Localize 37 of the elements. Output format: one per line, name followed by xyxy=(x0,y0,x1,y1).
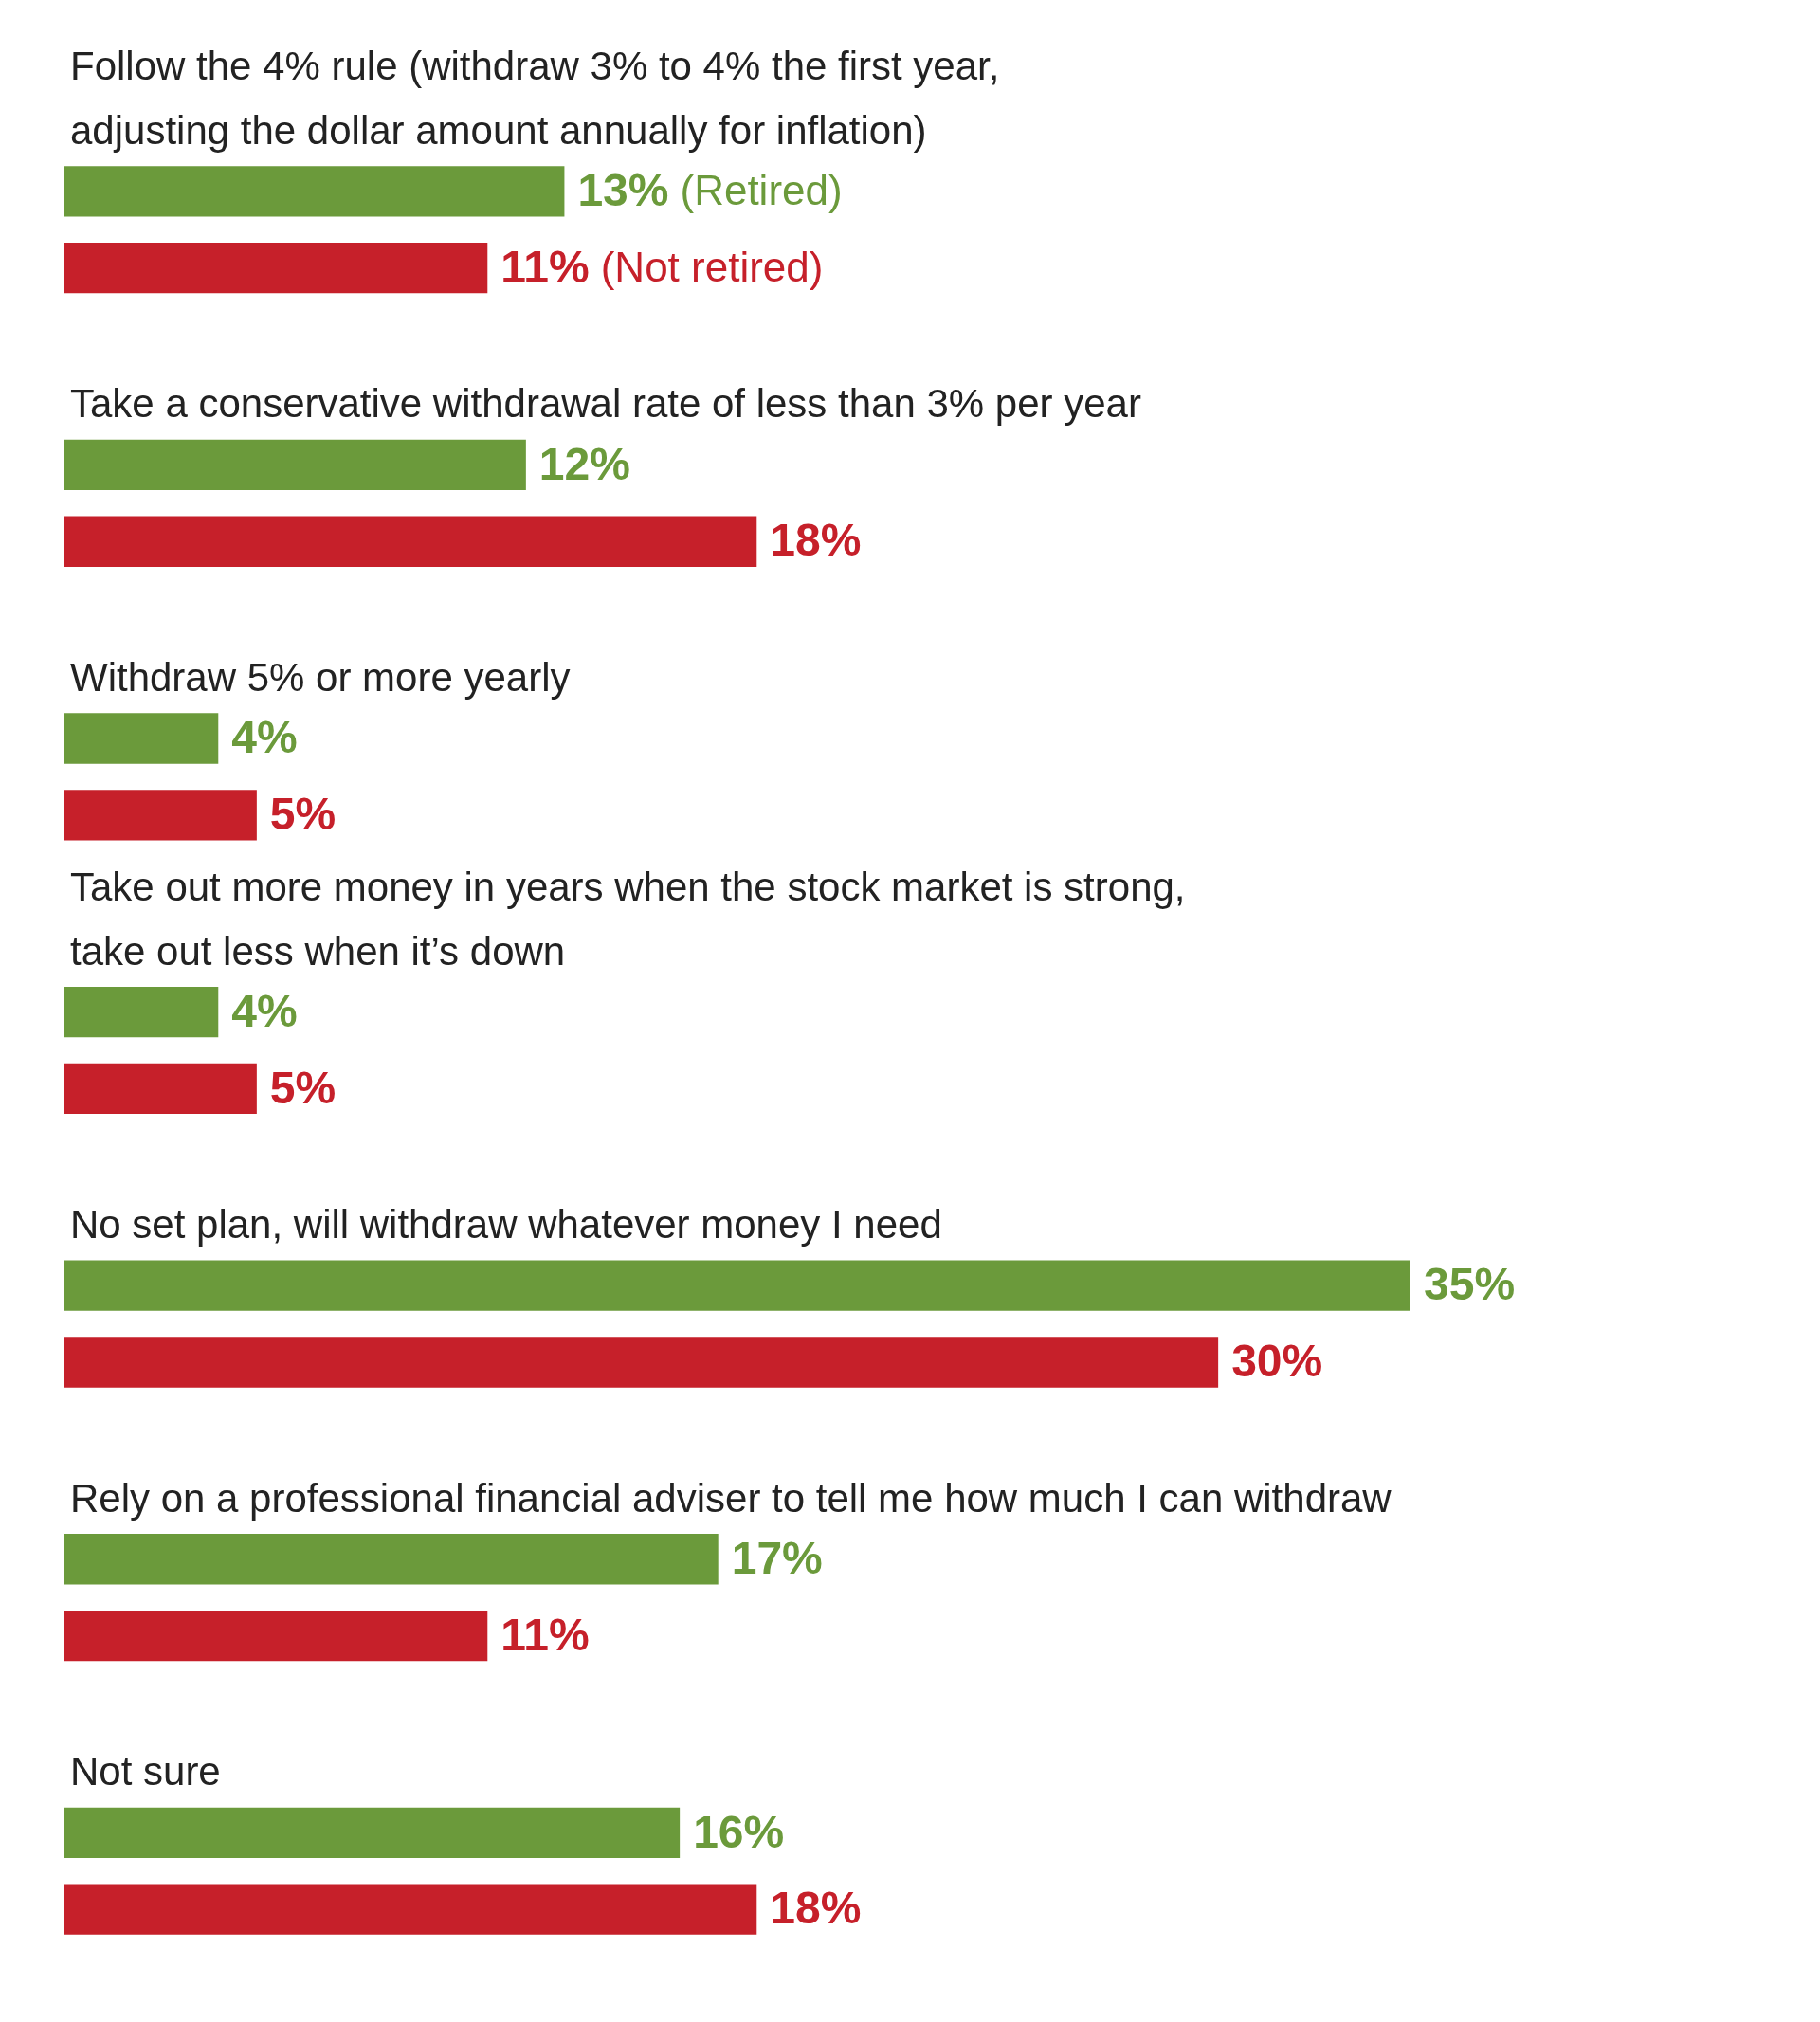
y-tick-label: Take out more money in years when the stock market is strong, take out less when it’s down xyxy=(70,864,1186,974)
data-label: 11% xyxy=(500,1609,590,1660)
y-tick-label: Rely on a professional financial adviser to tell me how much I can withdraw xyxy=(70,1475,1392,1521)
data-label: 17% xyxy=(731,1532,823,1583)
data-label: 13% xyxy=(577,165,669,216)
data-label: 16% xyxy=(693,1806,785,1857)
bar xyxy=(64,713,219,764)
data-label: 12% xyxy=(538,438,630,489)
text: (Not retired) xyxy=(600,243,824,290)
bar xyxy=(64,1063,257,1115)
data-label: 18% xyxy=(770,1883,862,1934)
bar xyxy=(64,1337,1219,1388)
bar xyxy=(64,439,526,491)
bar xyxy=(64,1807,681,1858)
bar xyxy=(64,1884,757,1935)
data-label: 5% xyxy=(269,789,337,840)
bar xyxy=(64,516,757,567)
data-label: 30% xyxy=(1231,1336,1323,1387)
bar xyxy=(64,1260,1410,1311)
bar xyxy=(64,790,257,841)
y-tick-label: Withdraw 5% or more yearly xyxy=(70,654,571,700)
data-label: 4% xyxy=(231,712,298,763)
y-tick-label: Take a conservative withdrawal rate of less than 3% per year xyxy=(70,381,1141,427)
y-tick-label: Follow the 4% rule (withdraw 3% to 4% the first year, adjusting the dollar amount annually for inflation) xyxy=(70,43,1000,153)
text: (Retired) xyxy=(680,167,843,214)
data-label: 4% xyxy=(231,985,298,1036)
data-label: 5% xyxy=(269,1062,337,1113)
data-label: 18% xyxy=(770,515,862,566)
data-label: 35% xyxy=(1424,1259,1516,1310)
bar xyxy=(64,1534,719,1585)
bar xyxy=(64,986,219,1038)
bar xyxy=(64,243,488,294)
bar xyxy=(64,166,565,217)
y-tick-label: No set plan, will withdraw whatever money I need xyxy=(70,1202,942,1248)
data-label: 11% xyxy=(500,241,590,292)
bar xyxy=(64,1610,488,1662)
y-tick-label: Not sure xyxy=(70,1749,221,1794)
